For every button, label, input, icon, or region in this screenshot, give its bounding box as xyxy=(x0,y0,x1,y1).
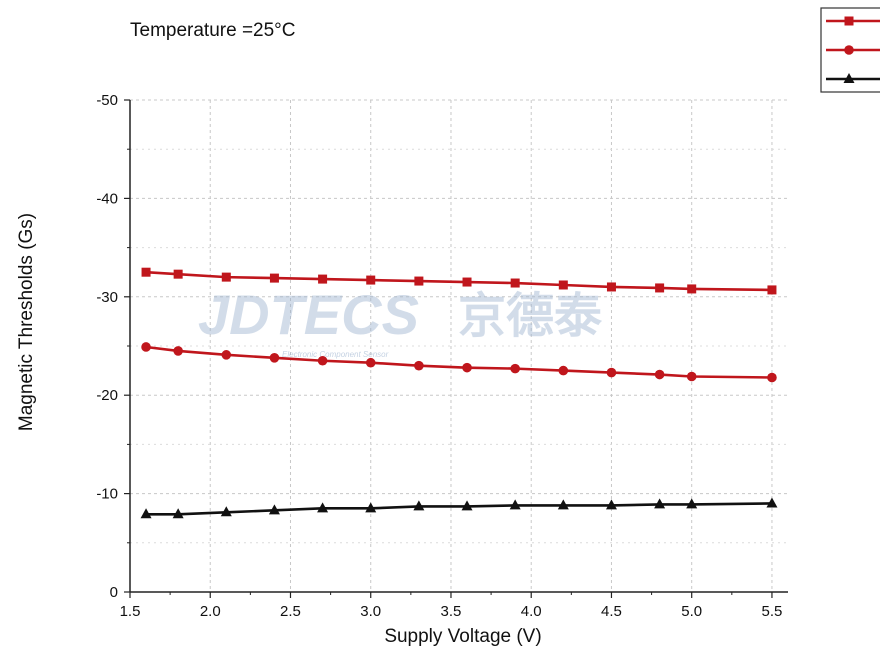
series-2 xyxy=(141,342,777,383)
watermark-tagline: Electronic Component Sensor xyxy=(282,350,389,359)
series-1-point xyxy=(141,267,151,277)
x-tick-label: 4.5 xyxy=(601,603,622,620)
series-1-point xyxy=(462,277,472,287)
series-2-point xyxy=(269,353,280,363)
series-3-point xyxy=(317,502,329,513)
series-3-point xyxy=(766,497,778,508)
series-2-point xyxy=(606,367,617,378)
series-1-point xyxy=(687,284,697,294)
series-3-point xyxy=(557,499,569,510)
series-1-point xyxy=(221,272,231,282)
series-3-point xyxy=(605,499,617,510)
series-3-point xyxy=(268,504,280,515)
x-axis-ticks: 1.5 2.0 2.5 3.0 3.5 4.0 4.5 5.0 5.5 xyxy=(120,592,783,620)
series-1-point xyxy=(558,280,568,290)
series-1-point xyxy=(510,278,520,288)
series-1-point xyxy=(269,273,279,283)
legend-swatch-marker xyxy=(844,16,854,26)
y-axis-title: Magnetic Thresholds (Gs) xyxy=(16,213,37,431)
watermark: JDTECS 京德泰 Electronic Component Sensor xyxy=(198,283,603,359)
series-3-point xyxy=(140,508,152,519)
series-2-point xyxy=(414,360,424,371)
series-3-point xyxy=(413,500,425,511)
x-tick-label: 3.0 xyxy=(360,603,381,620)
legend-swatch-marker xyxy=(843,73,855,83)
watermark-cn: 京德泰 xyxy=(458,288,603,344)
series-3 xyxy=(140,497,778,519)
x-tick-label: 5.5 xyxy=(762,603,783,620)
watermark-brand: JDTECS xyxy=(198,283,419,346)
x-tick-label: 4.0 xyxy=(521,603,542,620)
series-3-point xyxy=(220,506,232,517)
series-3-point xyxy=(172,508,184,519)
series-1-line xyxy=(145,270,772,292)
y-tick-label: -40 xyxy=(96,190,118,207)
series-3-line xyxy=(146,502,772,516)
series-2-point xyxy=(317,355,328,366)
x-tick-label: 3.5 xyxy=(441,603,462,620)
series-2-point xyxy=(654,369,665,380)
series-2-point xyxy=(462,362,472,373)
series-2-point xyxy=(558,365,569,376)
x-tick-label: 2.5 xyxy=(280,603,301,620)
series-1-point xyxy=(366,275,376,285)
legend-swatch-marker xyxy=(844,45,854,55)
series-3-point xyxy=(509,499,521,510)
series-1-point xyxy=(655,283,665,293)
series-2-point xyxy=(141,342,151,352)
series-2-point xyxy=(686,371,697,382)
x-axis-title: Supply Voltage (V) xyxy=(384,626,541,647)
series-1-point xyxy=(318,274,328,284)
x-tick-label: 2.0 xyxy=(200,603,221,620)
series-2-line xyxy=(145,345,772,379)
series-1 xyxy=(141,267,777,295)
series-3-point xyxy=(365,502,377,513)
y-tick-label: -50 xyxy=(96,92,118,109)
series-2-point xyxy=(767,372,777,383)
x-tick-label: 5.0 xyxy=(681,603,702,620)
x-tick-label: 1.5 xyxy=(120,603,141,620)
grid-lines xyxy=(129,99,788,592)
series-2-point xyxy=(221,350,232,360)
y-axis-ticks: 0 -10 -20 -30 -40 -50 xyxy=(96,92,130,601)
y-tick-label: 0 xyxy=(110,584,118,601)
y-tick-label: -10 xyxy=(96,486,118,503)
series-2-point xyxy=(510,363,520,374)
series-1-point xyxy=(414,276,424,286)
y-tick-label: -20 xyxy=(96,387,118,404)
series-layer xyxy=(140,267,778,519)
series-2-point xyxy=(173,346,183,356)
series-3-point xyxy=(654,498,666,509)
temperature-annotation: Temperature =25°C xyxy=(130,20,296,41)
series-1-point xyxy=(606,282,616,292)
series-3-point xyxy=(461,500,473,511)
y-tick-label: -30 xyxy=(96,289,118,306)
series-2-point xyxy=(365,357,376,368)
series-3-point xyxy=(686,498,698,509)
series-1-point xyxy=(173,269,183,279)
series-1-point xyxy=(767,285,777,295)
legend xyxy=(820,7,880,93)
